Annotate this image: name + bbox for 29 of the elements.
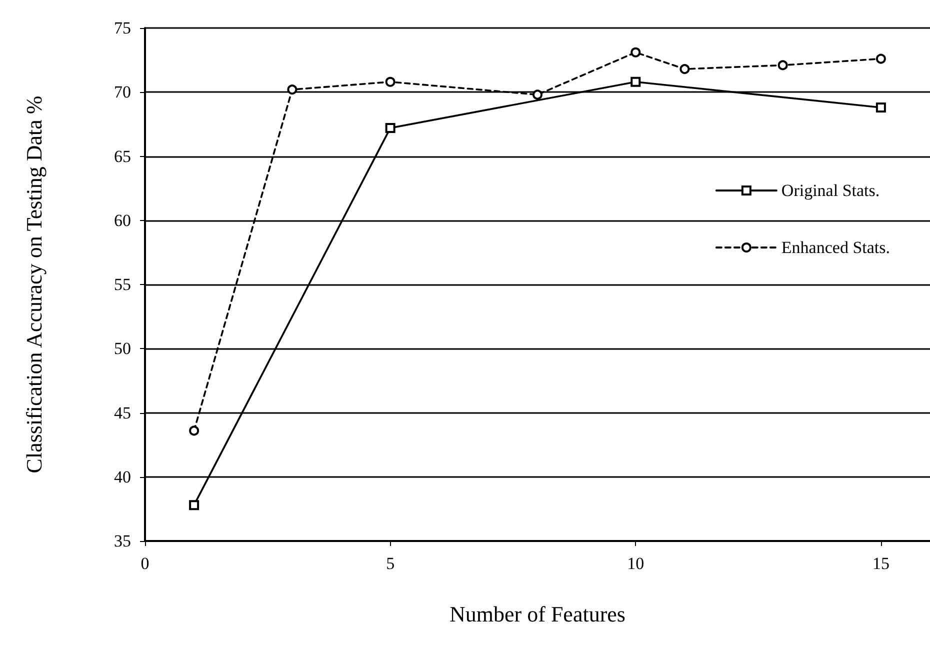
y-tick-label: 75 <box>114 18 131 38</box>
y-tick-label: 45 <box>114 403 131 422</box>
x-axis-title: Number of Features <box>450 602 626 626</box>
y-tick-label: 35 <box>114 532 131 550</box>
point <box>189 500 200 510</box>
y-tick-label: 65 <box>114 146 131 166</box>
y-tick-label: 60 <box>114 210 131 230</box>
point <box>630 76 641 87</box>
y-axis-title: Classification Accuracy on Testing Data % <box>22 96 46 474</box>
legend-label: Enhanced Stats. <box>781 238 890 257</box>
point <box>876 102 886 113</box>
y-tick-label: 50 <box>114 339 131 358</box>
point <box>532 90 542 100</box>
point <box>876 54 886 64</box>
y-tick-label: 40 <box>114 467 131 486</box>
point <box>680 64 690 74</box>
y-tick-label: 55 <box>114 275 131 294</box>
point <box>287 84 298 95</box>
x-tick-label: 5 <box>386 554 395 573</box>
x-tick-label: 15 <box>872 554 890 573</box>
legend-label: Original Stats. <box>781 181 880 200</box>
point <box>778 60 788 70</box>
y-tick-label: 70 <box>114 82 131 102</box>
x-tick-label: 0 <box>140 554 150 573</box>
point <box>189 426 200 436</box>
x-tick-label: 10 <box>627 554 644 573</box>
point <box>385 123 396 134</box>
point <box>630 47 641 58</box>
point <box>385 76 396 87</box>
